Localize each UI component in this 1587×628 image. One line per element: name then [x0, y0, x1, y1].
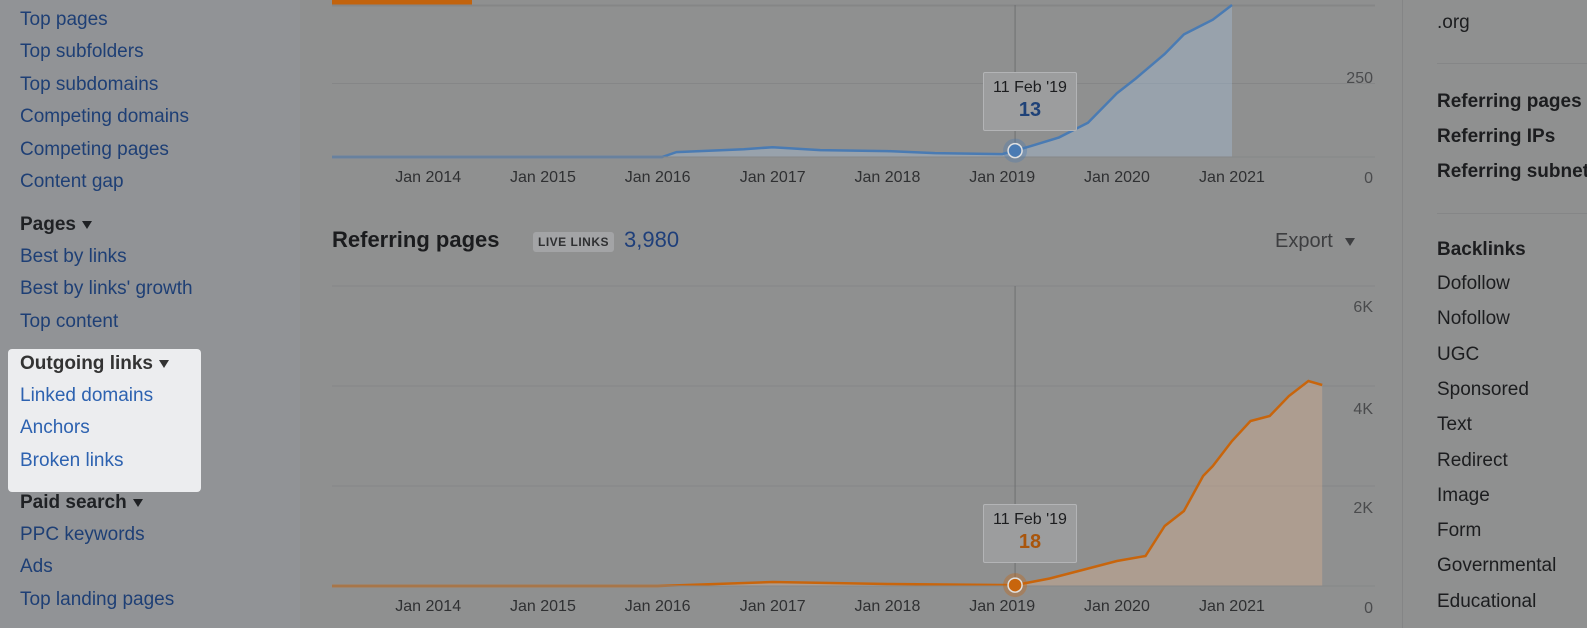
export-button[interactable]: Export	[1275, 230, 1355, 253]
data-point-marker	[1007, 142, 1023, 159]
nav-section-pages[interactable]: Pages	[20, 214, 92, 236]
sidebar: Top pages Top subfolders Top subdomains …	[0, 0, 300, 628]
section-label: Pages	[20, 214, 76, 235]
series-area	[332, 5, 1232, 157]
backlink-type-form[interactable]: Form	[1437, 520, 1482, 542]
referring-pages-count[interactable]: 3,980	[624, 227, 680, 252]
series-area	[332, 381, 1323, 586]
x-tick-label: Jan 2017	[740, 169, 806, 186]
nav-top-subdomains[interactable]: Top subdomains	[20, 74, 159, 95]
x-tick-label: Jan 2015	[510, 598, 576, 615]
backlink-type-educational[interactable]: Educational	[1437, 590, 1537, 612]
active-tab-indicator	[332, 0, 472, 6]
nav-best-by-links-growth[interactable]: Best by links' growth	[20, 278, 193, 299]
series-line	[332, 379, 1323, 588]
x-tick-label: Jan 2018	[855, 598, 921, 615]
x-tick-label: Jan 2014	[395, 598, 461, 615]
series-line	[332, 4, 1233, 159]
export-label: Export	[1275, 230, 1333, 252]
tooltip-value: 18	[1018, 531, 1042, 553]
data-point-marker	[1007, 577, 1023, 593]
right-panel	[1403, 0, 1587, 628]
nav-top-subfolders[interactable]: Top subfolders	[20, 41, 144, 62]
caret-down-icon	[159, 359, 169, 368]
live-links-badge[interactable]: LIVE LINKS	[533, 232, 615, 252]
tooltip-date: 11 Feb '19	[993, 511, 1067, 528]
y-tick-label: 4K	[1353, 401, 1373, 418]
chart-tooltip-bottom: 11 Feb '19 18	[983, 504, 1077, 563]
backlinks-heading: Backlinks	[1437, 239, 1526, 260]
charts-canvas: Jan 2014 Jan 2015 Jan 2016 Jan 2017 Jan 2018…	[332, 0, 1375, 617]
x-tick-label: Jan 2020	[1084, 169, 1150, 186]
nav-ads[interactable]: Ads	[20, 556, 53, 577]
x-tick-label: Jan 2015	[510, 169, 576, 186]
referring-pages-title: Referring pages	[332, 227, 500, 252]
x-tick-label: Jan 2016	[625, 169, 691, 186]
backlink-type-ugc[interactable]: UGC	[1437, 343, 1480, 365]
referring-domains-chart: Jan 2014 Jan 2015 Jan 2016 Jan 2017 Jan 2018…	[332, 4, 1375, 187]
nav-anchors[interactable]: Anchors	[20, 417, 90, 438]
x-tick-label: Jan 2014	[395, 169, 461, 186]
nav-best-by-links[interactable]: Best by links	[20, 246, 127, 267]
backlink-type-sponsored[interactable]: Sponsored	[1437, 378, 1529, 400]
caret-down-icon	[81, 220, 92, 229]
y-tick-label: 2K	[1353, 500, 1373, 517]
nav-competing-pages[interactable]: Competing pages	[20, 139, 169, 160]
nav-top-landing-pages[interactable]: Top landing pages	[20, 589, 175, 610]
backlink-type-governmental[interactable]: Governmental	[1437, 555, 1557, 577]
caret-down-icon	[132, 498, 143, 507]
stat-referring-subnets[interactable]: Referring subnets	[1437, 161, 1587, 182]
nav-top-content[interactable]: Top content	[20, 311, 119, 332]
nav-broken-links[interactable]: Broken links	[20, 450, 124, 471]
panel-divider	[1402, 0, 1403, 628]
y-tick-label: 6K	[1353, 299, 1373, 316]
x-tick-label: Jan 2019	[969, 169, 1035, 186]
backlink-type-text[interactable]: Text	[1437, 414, 1472, 436]
backlink-type-redirect[interactable]: Redirect	[1437, 449, 1508, 471]
stat-referring-pages[interactable]: Referring pages	[1437, 91, 1582, 112]
divider	[1437, 63, 1587, 64]
backlink-type-image[interactable]: Image	[1437, 484, 1490, 506]
chart-tooltip-top: 11 Feb '19 13	[983, 72, 1077, 131]
caret-down-icon	[1344, 237, 1355, 246]
divider	[1437, 213, 1587, 214]
tooltip-date: 11 Feb '19	[993, 79, 1067, 96]
x-tick-label: Jan 2021	[1199, 598, 1265, 615]
x-tick-label: Jan 2017	[740, 598, 806, 615]
x-tick-label: Jan 2018	[855, 169, 921, 186]
tld-org[interactable]: .org	[1437, 12, 1470, 33]
stat-referring-ips[interactable]: Referring IPs	[1437, 126, 1556, 147]
x-tick-label: Jan 2016	[625, 598, 691, 615]
backlink-type-dofollow[interactable]: Dofollow	[1437, 273, 1510, 294]
nav-section-outgoing-links[interactable]: Outgoing links	[20, 353, 169, 375]
y-tick-label: 0	[1364, 170, 1373, 187]
main-content	[300, 0, 1403, 628]
nav-content-gap[interactable]: Content gap	[20, 171, 124, 192]
nav-linked-domains[interactable]: Linked domains	[20, 385, 154, 406]
referring-pages-chart: Jan 2014 Jan 2015 Jan 2016 Jan 2017 Jan 2018…	[332, 285, 1375, 617]
x-tick-label: Jan 2020	[1084, 598, 1150, 615]
y-tick-label: 0	[1364, 600, 1373, 617]
x-tick-label: Jan 2021	[1199, 169, 1265, 186]
section-label: Outgoing links	[20, 353, 153, 374]
section-label: Paid search	[20, 492, 127, 513]
outgoing-links-panel: Outgoing links Linked domains Anchors Br…	[8, 349, 201, 492]
tooltip-value: 13	[1018, 99, 1042, 121]
y-tick-label: 250	[1346, 70, 1373, 87]
backlink-type-nofollow[interactable]: Nofollow	[1437, 308, 1510, 330]
nav-section-paid-search[interactable]: Paid search	[20, 492, 143, 514]
nav-ppc-keywords[interactable]: PPC keywords	[20, 524, 145, 545]
nav-competing-domains[interactable]: Competing domains	[20, 106, 189, 127]
nav-top-pages[interactable]: Top pages	[20, 9, 108, 30]
x-tick-label: Jan 2019	[969, 598, 1035, 615]
